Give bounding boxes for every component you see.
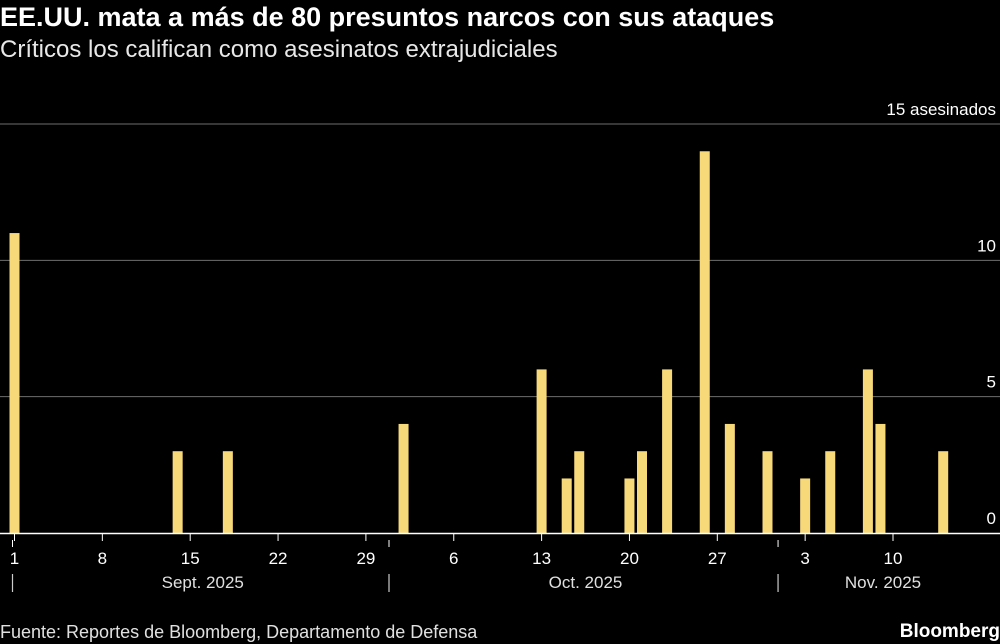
x-tick-label: 6	[449, 549, 458, 568]
source-note: Fuente: Reportes de Bloomberg, Departame…	[0, 622, 478, 642]
bar	[9, 233, 20, 534]
bar	[938, 451, 949, 533]
bar	[875, 423, 886, 533]
x-axis: 1 8 15 22 29 6 13 20 27 3 10 Sept. 2025 Oct. 2025 Nov…	[0, 532, 1000, 592]
bar	[536, 369, 547, 533]
chart-title: EE.UU. mata a más de 80 presuntos narcos…	[0, 2, 775, 32]
bar	[561, 478, 572, 533]
x-tick-label: 1	[10, 549, 19, 568]
month-label: Oct. 2025	[549, 573, 623, 592]
bar	[800, 478, 811, 533]
bar	[624, 478, 635, 533]
bar	[574, 451, 585, 533]
bar-chart: 15 asesinados 10 5 0 1 8 15 22 29 6 13 20 27 3 10 Sept…	[0, 100, 1000, 592]
bar	[762, 451, 773, 533]
y-tick-label: 0	[987, 509, 996, 528]
bar	[662, 369, 673, 533]
bloomberg-logo: Bloomberg	[899, 621, 1000, 642]
bar	[862, 369, 873, 533]
y-tick-label: 5	[987, 373, 996, 392]
x-tick-label: 13	[532, 549, 551, 568]
bar	[398, 423, 409, 533]
bar	[637, 451, 647, 533]
x-tick-label: 27	[708, 549, 727, 568]
gridlines: 15 asesinados 10 5 0	[0, 100, 1000, 528]
bar	[172, 451, 183, 533]
bar	[222, 451, 233, 533]
month-label: Sept. 2025	[162, 573, 244, 592]
x-tick-label: 8	[98, 549, 107, 568]
bar	[699, 151, 710, 533]
bars	[9, 151, 949, 534]
bar	[825, 451, 836, 533]
chart-subtitle: Críticos los califican como asesinatos e…	[0, 36, 558, 63]
x-tick-label: 29	[356, 549, 375, 568]
month-label: Nov. 2025	[845, 573, 921, 592]
x-tick-label: 20	[620, 549, 639, 568]
y-tick-label: 10	[977, 236, 996, 255]
x-tick-label: 10	[884, 549, 903, 568]
y-tick-label: 15 asesinados	[886, 100, 996, 119]
x-tick-label: 22	[269, 549, 288, 568]
x-tick-label: 3	[800, 549, 809, 568]
bar	[724, 423, 735, 533]
x-tick-label: 15	[181, 549, 200, 568]
